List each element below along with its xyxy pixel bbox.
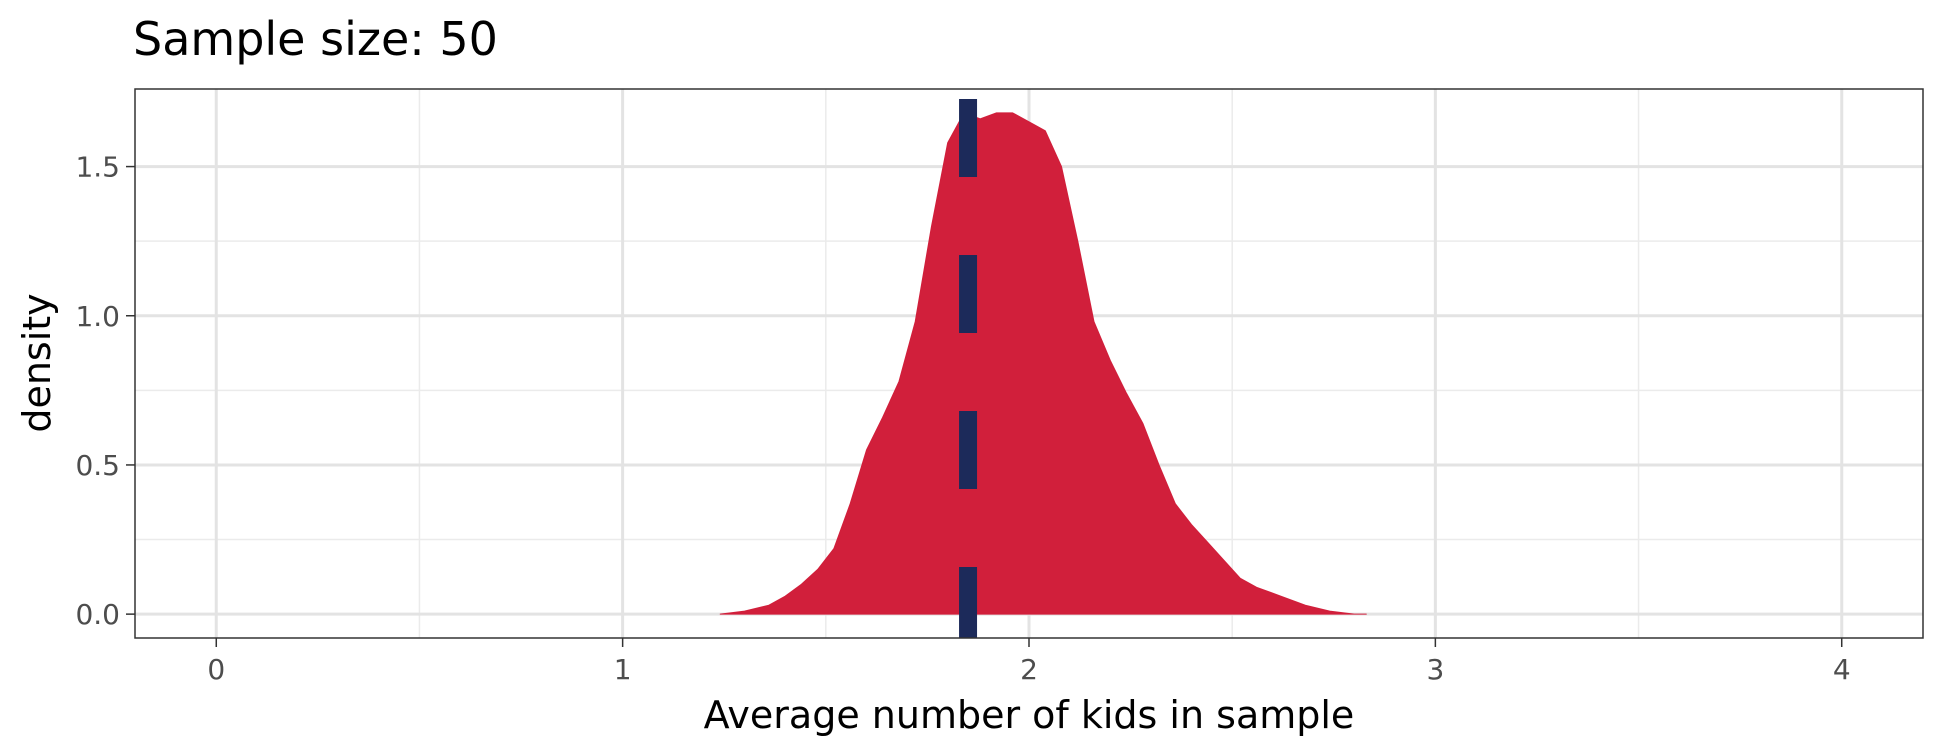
- y-tick-label: 0.5: [75, 449, 120, 482]
- x-tick-label: 0: [207, 653, 225, 686]
- x-tick-label: 1: [614, 653, 632, 686]
- x-axis: 0 1 2 3 4: [207, 638, 1851, 686]
- density-area: [719, 112, 1367, 615]
- x-axis-title: Average number of kids in sample: [704, 693, 1355, 737]
- x-tick-label: 2: [1020, 653, 1038, 686]
- y-tick-label: 1.0: [75, 300, 120, 333]
- y-tick-label: 0.0: [75, 598, 120, 631]
- x-tick-label: 4: [1833, 653, 1851, 686]
- chart-title: Sample size: 50: [133, 12, 498, 66]
- y-axis-title: density: [15, 293, 59, 432]
- density-series: [719, 112, 1367, 615]
- y-tick-label: 1.5: [75, 151, 120, 184]
- y-axis: 0.0 0.5 1.0 1.5: [75, 151, 135, 631]
- x-tick-label: 3: [1426, 653, 1444, 686]
